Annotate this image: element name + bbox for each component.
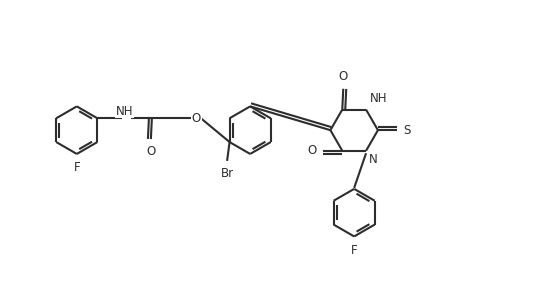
Text: F: F — [74, 161, 80, 174]
Text: S: S — [403, 124, 410, 137]
Text: O: O — [338, 70, 348, 83]
Text: NH: NH — [370, 92, 387, 105]
Text: N: N — [368, 153, 377, 166]
Text: Br: Br — [221, 167, 233, 180]
Text: NH: NH — [116, 105, 133, 118]
Text: O: O — [192, 112, 201, 125]
Text: F: F — [351, 244, 358, 257]
Text: O: O — [308, 144, 317, 157]
Text: O: O — [146, 145, 156, 158]
